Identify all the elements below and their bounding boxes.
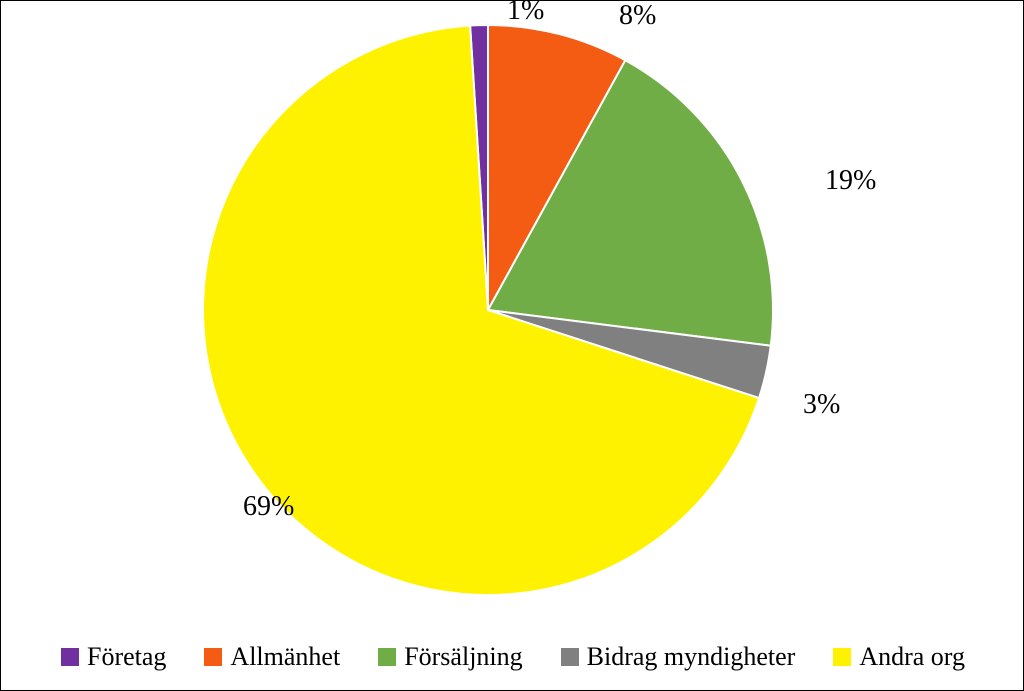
legend-swatch-bidrag [561,648,579,666]
legend-item-foretag: Företag [61,642,166,672]
legend-swatch-andra [833,648,851,666]
legend-label: Allmänhet [230,642,340,672]
legend-label: Företag [87,642,166,672]
legend-swatch-allmanhet [204,648,222,666]
slice-label-forsaljning: 19% [825,165,876,197]
legend-item-allmanhet: Allmänhet [204,642,340,672]
slice-label-allmanhet: 8% [619,0,656,32]
legend-swatch-forsaljning [378,648,396,666]
legend-item-andra: Andra org [833,642,965,672]
slice-label-andra: 69% [243,491,294,523]
slice-label-foretag: 1% [507,0,544,27]
slice-label-bidrag: 3% [803,389,840,421]
legend-swatch-foretag [61,648,79,666]
legend: Företag Allmänhet Försäljning Bidrag myn… [1,642,1024,672]
pie-chart: 1% 8% 19% 3% 69% Företag Allmänhet Försä… [1,1,1024,691]
legend-item-forsaljning: Försäljning [378,642,522,672]
legend-label: Bidrag myndigheter [587,642,796,672]
legend-label: Andra org [859,642,965,672]
legend-item-bidrag: Bidrag myndigheter [561,642,796,672]
pie-svg [1,1,1024,691]
legend-label: Försäljning [404,642,522,672]
